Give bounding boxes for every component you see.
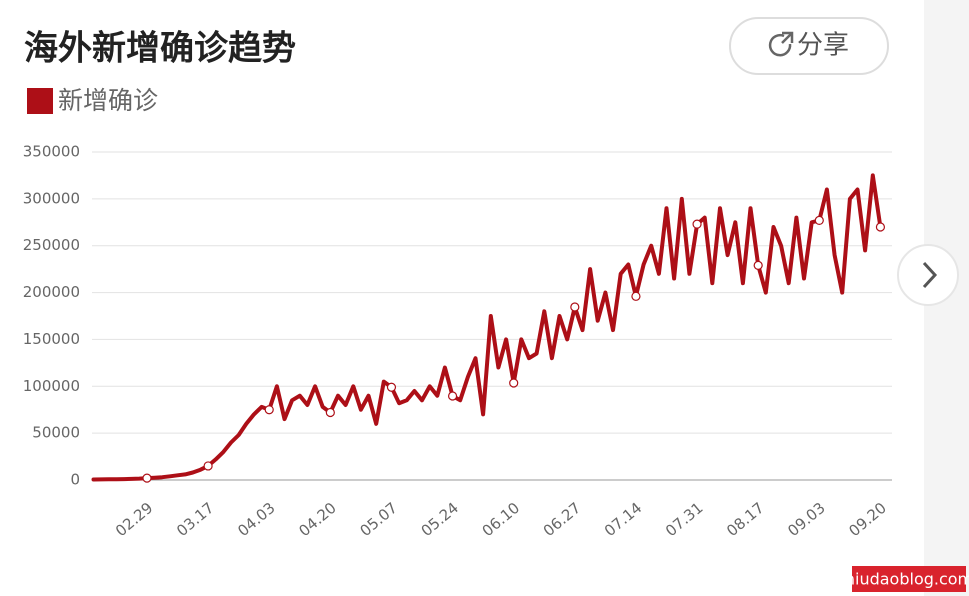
y-tick-label: 0 bbox=[70, 471, 80, 489]
y-tick-label: 350000 bbox=[23, 143, 80, 161]
point-marker bbox=[264, 405, 274, 415]
point-marker bbox=[203, 461, 213, 471]
legend-label: 新增确诊 bbox=[58, 86, 158, 115]
y-tick-label: 200000 bbox=[23, 283, 80, 301]
watermark: niudaoblog.com bbox=[845, 570, 969, 589]
point-marker bbox=[325, 407, 335, 418]
point-marker bbox=[814, 215, 824, 226]
point-marker bbox=[875, 222, 886, 232]
y-tick-label: 250000 bbox=[23, 236, 80, 254]
share-label[interactable]: 分享 bbox=[797, 31, 849, 61]
next-button-bg[interactable] bbox=[897, 244, 959, 306]
share-button[interactable]: 分享 bbox=[729, 17, 889, 75]
chart-title: 海外新增确诊趋势 bbox=[24, 29, 296, 69]
share-icon bbox=[768, 31, 794, 57]
point-marker bbox=[570, 302, 580, 312]
share-button-bg[interactable] bbox=[729, 17, 889, 75]
next-icon bbox=[922, 261, 938, 289]
point-marker bbox=[509, 378, 519, 388]
point-marker bbox=[753, 260, 763, 270]
series-line bbox=[91, 173, 883, 482]
point-marker bbox=[447, 391, 458, 401]
point-marker bbox=[631, 291, 641, 301]
point-marker bbox=[142, 473, 152, 483]
point-marker bbox=[386, 382, 397, 392]
watermark-bg bbox=[852, 566, 966, 592]
y-tick-label: 50000 bbox=[32, 424, 80, 442]
point-marker bbox=[692, 219, 702, 229]
next-button[interactable] bbox=[897, 244, 959, 306]
y-tick-label: 300000 bbox=[23, 189, 80, 207]
y-tick-label: 100000 bbox=[23, 377, 80, 395]
y-tick-label: 150000 bbox=[23, 330, 80, 348]
legend-swatch bbox=[27, 88, 53, 114]
